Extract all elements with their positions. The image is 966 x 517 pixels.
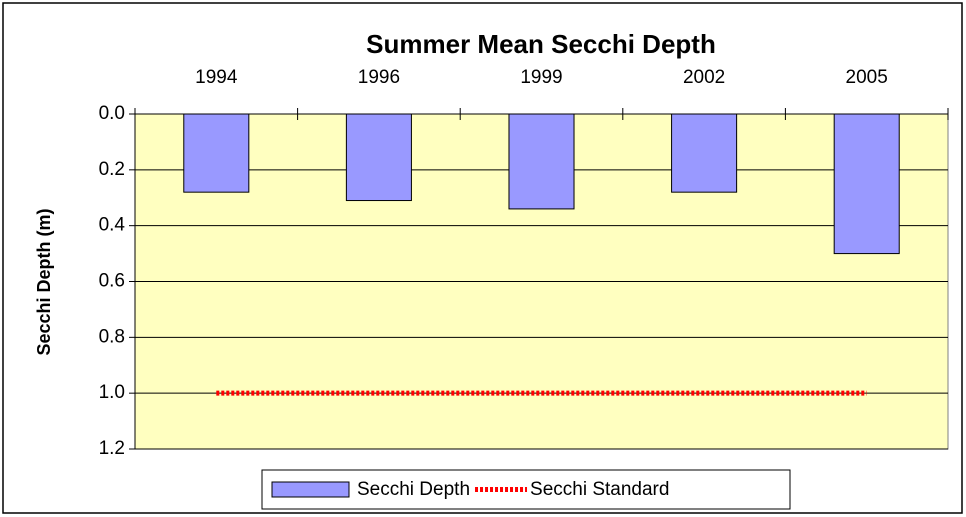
bar: [671, 113, 738, 193]
y-tick-label: 0.8: [99, 326, 125, 347]
x-tick-label: 2002: [683, 67, 725, 88]
legend-label: Secchi Depth: [357, 479, 470, 500]
y-tick-label: 1.2: [99, 438, 125, 459]
x-tick-label: 1994: [195, 67, 238, 88]
legend-label: Secchi Standard: [530, 479, 669, 500]
y-tick-label: 0.4: [99, 215, 126, 236]
bar: [508, 113, 575, 210]
chart-title: Summer Mean Secchi Depth: [366, 29, 716, 59]
x-tick-label: 2005: [846, 67, 888, 88]
bar: [833, 113, 900, 255]
bar: [183, 113, 250, 193]
y-tick-label: 0.6: [99, 271, 125, 292]
legend-swatch: [271, 481, 350, 498]
y-tick-label: 0.0: [99, 103, 125, 124]
x-tick-label: 1996: [358, 67, 400, 88]
y-tick-label: 1.0: [99, 382, 125, 403]
y-axis-label: Secchi Depth (m): [34, 208, 54, 355]
x-tick-label: 1999: [520, 67, 562, 88]
bar: [345, 113, 412, 202]
y-tick-label: 0.2: [99, 159, 125, 180]
